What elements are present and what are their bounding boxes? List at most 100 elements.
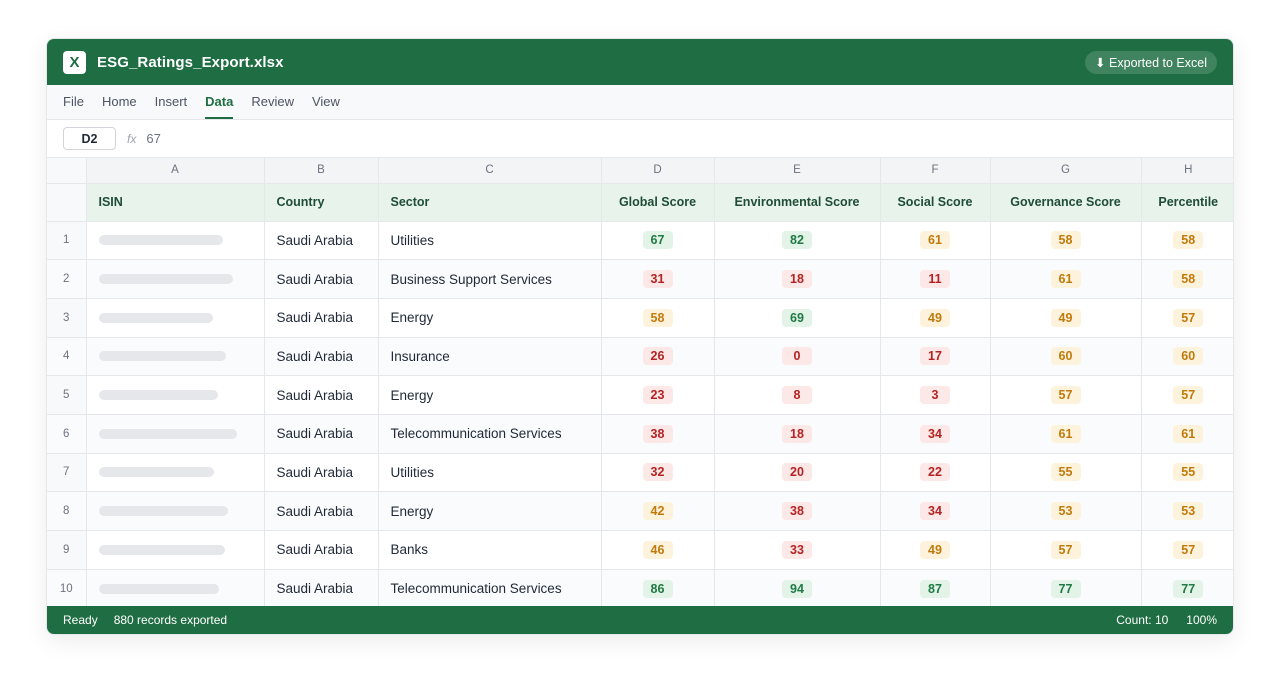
- isin-cell[interactable]: [86, 337, 265, 377]
- governance-score-cell[interactable]: 58: [990, 221, 1142, 261]
- header-social-score[interactable]: Social Score: [880, 183, 991, 222]
- menu-home[interactable]: Home: [101, 93, 137, 109]
- sector-cell[interactable]: Telecommunication Services: [378, 414, 602, 454]
- environmental-score-cell[interactable]: 18: [714, 414, 881, 454]
- percentile-cell[interactable]: 53: [1141, 491, 1233, 531]
- table-row[interactable]: 7 Saudi Arabia Utilities 32 20 22 55 55: [47, 453, 1233, 493]
- isin-cell[interactable]: [86, 298, 265, 338]
- social-score-cell[interactable]: 87: [880, 569, 991, 609]
- menu-file[interactable]: File: [63, 93, 84, 109]
- global-score-cell[interactable]: 58: [601, 298, 715, 338]
- country-cell[interactable]: Saudi Arabia: [264, 221, 379, 261]
- percentile-cell[interactable]: 57: [1141, 530, 1233, 570]
- table-row[interactable]: 1 Saudi Arabia Utilities 67 82 61 58 58: [47, 221, 1233, 261]
- social-score-cell[interactable]: 49: [880, 530, 991, 570]
- governance-score-cell[interactable]: 57: [990, 530, 1142, 570]
- governance-score-cell[interactable]: 57: [990, 375, 1142, 415]
- row-number[interactable]: 1: [47, 221, 87, 261]
- global-score-cell[interactable]: 31: [601, 259, 715, 299]
- table-row[interactable]: 5 Saudi Arabia Energy 23 8 3 57 57: [47, 375, 1233, 415]
- environmental-score-cell[interactable]: 94: [714, 569, 881, 609]
- column-header-e[interactable]: E: [714, 158, 881, 184]
- isin-cell[interactable]: [86, 414, 265, 454]
- social-score-cell[interactable]: 61: [880, 221, 991, 261]
- column-header-c[interactable]: C: [378, 158, 602, 184]
- column-header-f[interactable]: F: [880, 158, 991, 184]
- governance-score-cell[interactable]: 53: [990, 491, 1142, 531]
- sector-cell[interactable]: Energy: [378, 375, 602, 415]
- column-header-a[interactable]: A: [86, 158, 265, 184]
- percentile-cell[interactable]: 55: [1141, 453, 1233, 493]
- social-score-cell[interactable]: 49: [880, 298, 991, 338]
- sector-cell[interactable]: Business Support Services: [378, 259, 602, 299]
- percentile-cell[interactable]: 57: [1141, 375, 1233, 415]
- select-all-corner[interactable]: [47, 158, 87, 184]
- table-row[interactable]: 8 Saudi Arabia Energy 42 38 34 53 53: [47, 491, 1233, 531]
- row-number[interactable]: 3: [47, 298, 87, 338]
- country-cell[interactable]: Saudi Arabia: [264, 337, 379, 377]
- header-sector[interactable]: Sector: [378, 183, 602, 222]
- country-cell[interactable]: Saudi Arabia: [264, 569, 379, 609]
- sector-cell[interactable]: Banks: [378, 530, 602, 570]
- social-score-cell[interactable]: 34: [880, 491, 991, 531]
- percentile-cell[interactable]: 57: [1141, 298, 1233, 338]
- zoom-level[interactable]: 100%: [1186, 613, 1217, 627]
- header-global-score[interactable]: Global Score: [601, 183, 715, 222]
- sector-cell[interactable]: Energy: [378, 298, 602, 338]
- header-country[interactable]: Country: [264, 183, 379, 222]
- social-score-cell[interactable]: 3: [880, 375, 991, 415]
- governance-score-cell[interactable]: 61: [990, 414, 1142, 454]
- isin-cell[interactable]: [86, 221, 265, 261]
- percentile-cell[interactable]: 58: [1141, 259, 1233, 299]
- table-row[interactable]: 4 Saudi Arabia Insurance 26 0 17 60 60: [47, 337, 1233, 377]
- isin-cell[interactable]: [86, 491, 265, 531]
- global-score-cell[interactable]: 26: [601, 337, 715, 377]
- social-score-cell[interactable]: 11: [880, 259, 991, 299]
- sector-cell[interactable]: Telecommunication Services: [378, 569, 602, 609]
- environmental-score-cell[interactable]: 0: [714, 337, 881, 377]
- country-cell[interactable]: Saudi Arabia: [264, 259, 379, 299]
- row-number[interactable]: 8: [47, 491, 87, 531]
- header-environmental-score[interactable]: Environmental Score: [714, 183, 881, 222]
- header-governance-score[interactable]: Governance Score: [990, 183, 1142, 222]
- environmental-score-cell[interactable]: 20: [714, 453, 881, 493]
- sector-cell[interactable]: Insurance: [378, 337, 602, 377]
- sector-cell[interactable]: Energy: [378, 491, 602, 531]
- governance-score-cell[interactable]: 60: [990, 337, 1142, 377]
- governance-score-cell[interactable]: 49: [990, 298, 1142, 338]
- menu-view[interactable]: View: [311, 93, 340, 109]
- environmental-score-cell[interactable]: 18: [714, 259, 881, 299]
- social-score-cell[interactable]: 17: [880, 337, 991, 377]
- menu-review[interactable]: Review: [251, 93, 294, 109]
- name-box[interactable]: D2: [63, 127, 116, 150]
- table-row[interactable]: 10 Saudi Arabia Telecommunication Services…: [47, 569, 1233, 609]
- row-number[interactable]: 2: [47, 259, 87, 299]
- row-number[interactable]: 5: [47, 375, 87, 415]
- table-row[interactable]: 9 Saudi Arabia Banks 46 33 49 57 57: [47, 530, 1233, 570]
- isin-cell[interactable]: [86, 569, 265, 609]
- environmental-score-cell[interactable]: 69: [714, 298, 881, 338]
- country-cell[interactable]: Saudi Arabia: [264, 298, 379, 338]
- column-header-g[interactable]: G: [990, 158, 1142, 184]
- percentile-cell[interactable]: 61: [1141, 414, 1233, 454]
- column-header-h[interactable]: H: [1141, 158, 1233, 184]
- column-header-b[interactable]: B: [264, 158, 379, 184]
- header-percentile[interactable]: Percentile: [1141, 183, 1233, 222]
- country-cell[interactable]: Saudi Arabia: [264, 414, 379, 454]
- global-score-cell[interactable]: 86: [601, 569, 715, 609]
- sector-cell[interactable]: Utilities: [378, 221, 602, 261]
- environmental-score-cell[interactable]: 82: [714, 221, 881, 261]
- social-score-cell[interactable]: 22: [880, 453, 991, 493]
- isin-cell[interactable]: [86, 530, 265, 570]
- governance-score-cell[interactable]: 61: [990, 259, 1142, 299]
- column-header-d[interactable]: D: [601, 158, 715, 184]
- social-score-cell[interactable]: 34: [880, 414, 991, 454]
- governance-score-cell[interactable]: 55: [990, 453, 1142, 493]
- header-isin[interactable]: ISIN: [86, 183, 265, 222]
- percentile-cell[interactable]: 58: [1141, 221, 1233, 261]
- formula-input[interactable]: 67: [146, 131, 161, 146]
- global-score-cell[interactable]: 38: [601, 414, 715, 454]
- isin-cell[interactable]: [86, 375, 265, 415]
- table-row[interactable]: 3 Saudi Arabia Energy 58 69 49 49 57: [47, 298, 1233, 338]
- global-score-cell[interactable]: 32: [601, 453, 715, 493]
